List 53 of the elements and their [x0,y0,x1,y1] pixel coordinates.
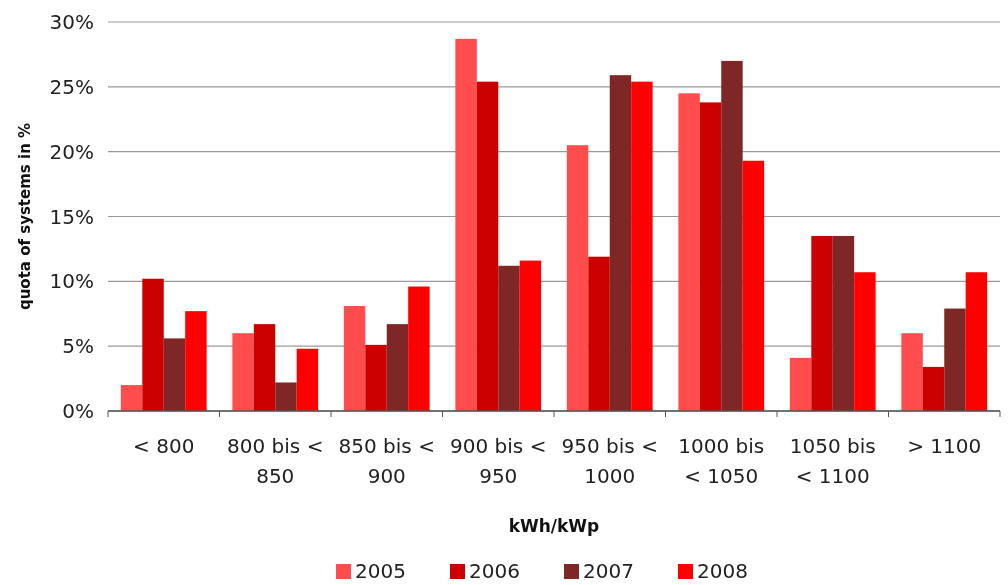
x-tick-label: 850 bis < 900 [338,434,435,488]
bar [832,235,855,411]
legend-label: 2005 [355,559,406,583]
x-tick-label: < 800 [133,434,195,458]
bar [699,102,722,411]
x-axis-title: kWh/kWp [508,516,600,536]
x-tick-label: > 1100 [907,434,982,458]
bar [588,256,610,411]
x-tick-label: 800 bis < 850 [227,434,324,488]
bar [386,324,409,411]
bar [455,38,477,411]
legend-label: 2008 [697,559,748,583]
bar [296,348,319,411]
y-tick-label: 5% [62,334,94,359]
bar [476,81,499,411]
bar [275,382,297,411]
bar [142,278,164,411]
bar [408,286,430,411]
x-tick-label: 900 bis < 950 [450,434,547,488]
bar [854,272,876,411]
bar [609,75,632,411]
bar [965,272,988,411]
y-tick-label: 30% [49,10,94,34]
bar [721,60,743,411]
bar [232,333,254,411]
legend-label: 2006 [469,559,520,583]
bar [742,160,765,411]
bar [253,324,276,411]
bar [789,357,812,411]
bar [343,305,366,411]
x-tick-label: 950 bis < 1000 [561,434,658,488]
y-tick-label: 10% [49,269,94,294]
x-tick-label: 1050 bis < 1100 [789,434,876,488]
bar [163,338,186,411]
y-tick-label: 15% [49,204,94,229]
bar [678,93,700,411]
y-tick-label: 20% [49,139,94,164]
bar [631,81,653,411]
bar [566,145,589,411]
bar [901,333,923,411]
bar [498,265,520,411]
bar [120,385,143,411]
y-tick-label: 0% [62,399,94,423]
bar [185,311,207,411]
bar [519,260,542,411]
y-tick-label: 25% [49,74,94,99]
bar [811,235,833,411]
legend-label: 2007 [583,559,634,583]
bar [365,344,387,411]
y-axis-title: quota of systems in % [16,122,34,311]
bar [922,366,945,411]
x-tick-label: 1000 bis < 1050 [678,434,765,488]
bar [944,308,966,411]
